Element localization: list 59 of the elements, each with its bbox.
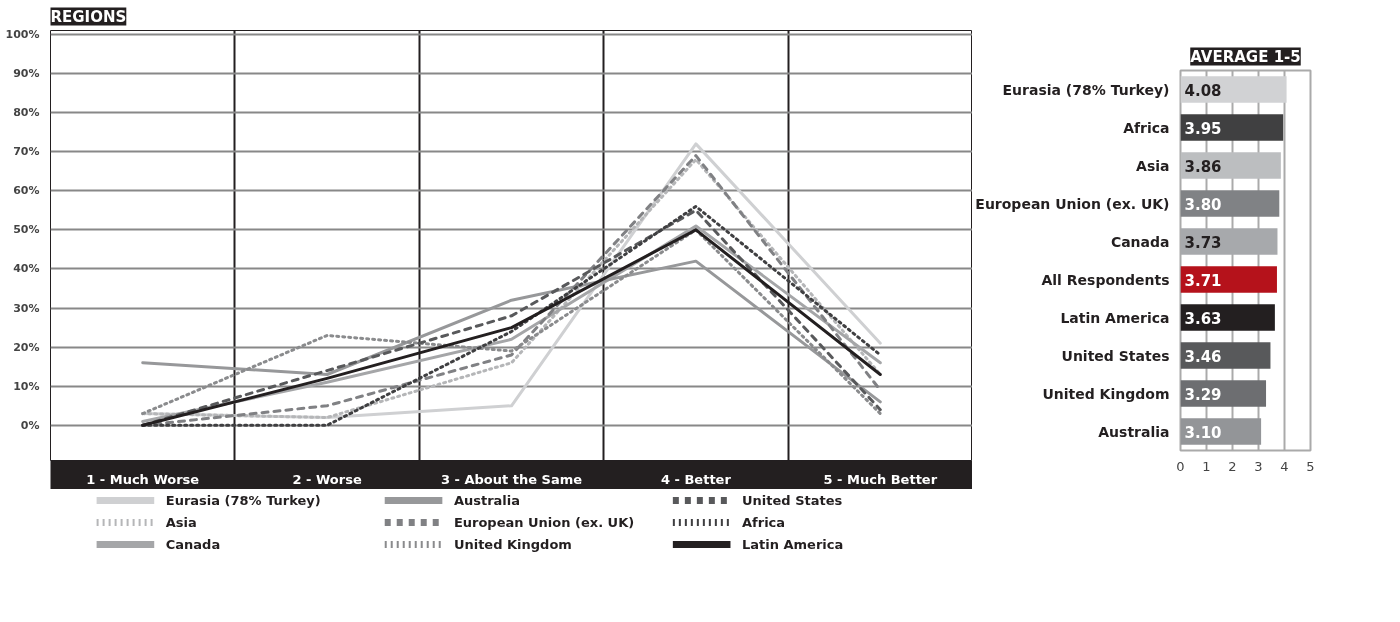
data-label: 3.29 bbox=[1184, 385, 1222, 404]
y-tick-label: 70% bbox=[13, 145, 40, 159]
bar bbox=[1180, 266, 1277, 293]
x-tick-label: 3 bbox=[1254, 458, 1263, 474]
chart-title: REGIONS bbox=[50, 7, 127, 26]
data-label: 3.73 bbox=[1184, 233, 1222, 252]
x-tick-label: 2 bbox=[1228, 458, 1237, 474]
legend-label: United Kingdom bbox=[453, 537, 572, 552]
bar bbox=[1180, 304, 1275, 331]
y-tick-label: 100% bbox=[5, 27, 40, 41]
y-tick-label: 20% bbox=[13, 340, 40, 354]
y-tick-label: United States bbox=[1061, 347, 1170, 364]
y-tick-label: United Kingdom bbox=[1042, 385, 1170, 402]
data-label: 3.71 bbox=[1184, 271, 1222, 290]
legend-label: Africa bbox=[742, 515, 786, 530]
bar bbox=[1180, 190, 1280, 217]
x-tick-label: 0 bbox=[1176, 458, 1185, 474]
y-tick-label: Canada bbox=[1110, 233, 1170, 250]
legend-label: Australia bbox=[453, 493, 521, 508]
legend-label: Eurasia (78% Turkey) bbox=[165, 493, 321, 508]
legend-label: United States bbox=[742, 493, 843, 508]
legend-label: Canada bbox=[165, 537, 221, 552]
x-tick-label: 1 bbox=[1202, 458, 1211, 474]
chart-title: AVERAGE 1-5 bbox=[1190, 47, 1301, 66]
bar bbox=[1180, 76, 1287, 103]
y-tick-label: Eurasia (78% Turkey) bbox=[1002, 81, 1170, 98]
y-tick-label: European Union (ex. UK) bbox=[975, 195, 1170, 212]
y-tick-label: 40% bbox=[13, 262, 40, 276]
y-tick-label: 80% bbox=[13, 106, 40, 120]
legend-label: Latin America bbox=[742, 537, 844, 552]
y-tick-label: 10% bbox=[13, 379, 40, 393]
y-tick-label: Latin America bbox=[1060, 309, 1170, 326]
y-tick-label: 0% bbox=[20, 418, 40, 432]
y-tick-label: 60% bbox=[13, 184, 40, 198]
x-tick-label: 1 - Much Worse bbox=[86, 471, 200, 487]
data-label: 3.46 bbox=[1184, 347, 1222, 366]
y-tick-label: 30% bbox=[13, 301, 40, 315]
x-tick-label: 5 bbox=[1306, 458, 1315, 474]
data-label: 3.10 bbox=[1184, 423, 1222, 442]
legend-label: Asia bbox=[165, 515, 197, 530]
y-tick-label: 90% bbox=[13, 67, 40, 80]
legend-label: European Union (ex. UK) bbox=[453, 515, 635, 530]
y-tick-label: Australia bbox=[1098, 423, 1170, 440]
x-tick-label: 4 bbox=[1280, 458, 1289, 474]
data-label: 4.08 bbox=[1184, 81, 1222, 100]
x-tick-label: 5 - Much Better bbox=[823, 471, 938, 487]
x-tick-label: 3 - About the Same bbox=[440, 471, 583, 487]
x-tick-label: 2 - Worse bbox=[292, 471, 362, 487]
data-label: 3.80 bbox=[1184, 195, 1222, 214]
x-tick-label: 4 - Better bbox=[660, 471, 732, 487]
y-tick-label: Asia bbox=[1136, 157, 1170, 174]
y-tick-label: Africa bbox=[1123, 119, 1170, 136]
y-tick-label: 50% bbox=[13, 223, 40, 237]
data-label: 3.95 bbox=[1184, 119, 1222, 138]
bar bbox=[1180, 114, 1284, 141]
data-label: 3.86 bbox=[1184, 157, 1222, 176]
data-label: 3.63 bbox=[1184, 309, 1222, 328]
y-tick-label: All Respondents bbox=[1041, 271, 1170, 288]
bar bbox=[1180, 152, 1281, 179]
